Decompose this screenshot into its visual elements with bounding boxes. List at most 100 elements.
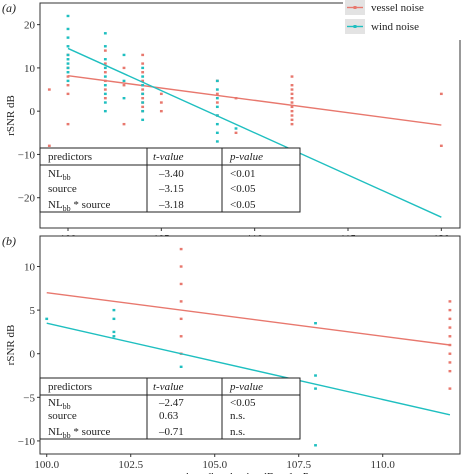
data-point-vessel	[179, 317, 183, 321]
data-point-vessel	[179, 335, 183, 338]
x-tick-label: 105.0	[202, 459, 227, 471]
data-point-wind	[141, 75, 145, 78]
table-frame	[39, 147, 301, 213]
data-point-vessel	[103, 79, 107, 83]
data-point-vessel	[215, 92, 219, 96]
predictor-subscript: bb	[63, 173, 71, 182]
data-point-wind	[215, 114, 219, 117]
data-point-wind	[215, 96, 219, 100]
data-point-vessel	[103, 88, 107, 91]
table-p-value: n.s.	[230, 426, 246, 438]
predictor-subscript: bb	[63, 402, 71, 411]
y-axis-label: rSNR dB	[5, 325, 17, 366]
data-point-vessel	[448, 300, 452, 303]
table-t-value: –3.40	[158, 168, 184, 180]
y-tick-label: −10	[18, 149, 36, 161]
data-point-vessel	[290, 101, 294, 104]
predictor-name: NL	[48, 397, 63, 409]
legend-key-point	[353, 6, 357, 9]
predictor-subscript: bb	[63, 431, 71, 440]
data-point-vessel	[103, 62, 107, 65]
data-point-wind	[179, 365, 183, 368]
data-point-wind	[314, 322, 317, 325]
data-point-vessel	[448, 335, 452, 338]
data-point-wind	[103, 109, 107, 113]
data-point-vessel	[290, 105, 294, 109]
table-t-value: –2.47	[158, 397, 184, 409]
table-t-value: –0.71	[158, 426, 184, 438]
data-point-wind	[66, 45, 70, 48]
legend: vessel noise wind noise	[343, 0, 463, 40]
legend-label: vessel noise	[371, 2, 424, 14]
predictor-name: NL	[48, 426, 63, 438]
data-point-wind	[314, 444, 317, 447]
data-point-wind	[141, 101, 145, 104]
legend-key-point	[353, 25, 357, 28]
data-point-wind	[66, 62, 70, 65]
data-point-wind	[234, 127, 238, 130]
panel-a: (a)−20−1001020100105110115120rSNR dBpred…	[2, 0, 463, 245]
data-point-wind	[314, 387, 317, 390]
x-tick-label: 100.0	[34, 459, 59, 471]
fit-line-vessel	[67, 74, 442, 126]
y-tick-label: 0	[30, 349, 36, 361]
data-point-vessel	[159, 92, 163, 96]
table-frame	[39, 377, 301, 440]
table-p-value: <0.05	[230, 397, 256, 409]
predictor-name: NL	[48, 168, 63, 180]
data-layer	[47, 14, 443, 218]
y-axis-label: rSNR dB	[5, 95, 17, 136]
data-point-wind	[103, 45, 107, 48]
data-point-wind	[66, 58, 70, 61]
data-point-wind	[215, 79, 219, 83]
data-point-vessel	[179, 247, 183, 251]
data-layer	[45, 247, 452, 447]
data-point-wind	[314, 374, 317, 377]
data-point-wind	[103, 32, 107, 35]
data-point-vessel	[290, 118, 294, 122]
data-point-vessel	[103, 49, 107, 52]
y-tick-label: 0	[30, 106, 36, 118]
data-point-vessel	[141, 79, 145, 83]
data-point-wind	[141, 84, 145, 87]
table-t-value: –3.18	[158, 199, 184, 211]
data-point-vessel	[439, 92, 443, 96]
data-point-vessel	[141, 71, 145, 74]
data-point-wind	[215, 105, 219, 109]
table-header: t-value	[153, 381, 184, 393]
predictor-suffix: * source	[71, 199, 111, 211]
data-point-vessel	[234, 131, 238, 135]
data-point-vessel	[290, 88, 294, 91]
table-header: t-value	[153, 151, 184, 163]
data-point-vessel	[290, 84, 294, 87]
table-p-value: n.s.	[230, 410, 246, 422]
data-point-wind	[103, 84, 107, 87]
data-point-vessel	[141, 62, 145, 65]
y-tick-label: 5	[30, 305, 36, 317]
data-point-wind	[66, 66, 70, 70]
predictor-name: source	[48, 183, 77, 195]
y-tick-label: 20	[24, 20, 36, 32]
data-point-vessel	[215, 101, 219, 104]
data-point-wind	[66, 27, 70, 31]
data-point-vessel	[159, 109, 163, 113]
data-point-wind	[141, 118, 145, 122]
data-point-wind	[112, 330, 116, 334]
data-point-vessel	[290, 92, 294, 96]
data-point-vessel	[448, 387, 452, 390]
data-point-vessel	[159, 101, 163, 104]
panel-label: (b)	[2, 234, 16, 248]
table-header: predictors	[48, 381, 92, 393]
data-point-vessel	[47, 144, 51, 147]
data-point-vessel	[448, 361, 452, 364]
data-point-wind	[66, 14, 70, 18]
data-point-vessel	[103, 71, 107, 74]
data-point-vessel	[290, 114, 294, 117]
data-point-wind	[66, 36, 70, 39]
data-point-vessel	[290, 75, 294, 78]
data-point-vessel	[66, 122, 70, 126]
data-point-wind	[215, 140, 219, 143]
table-p-value: <0.05	[230, 183, 256, 195]
